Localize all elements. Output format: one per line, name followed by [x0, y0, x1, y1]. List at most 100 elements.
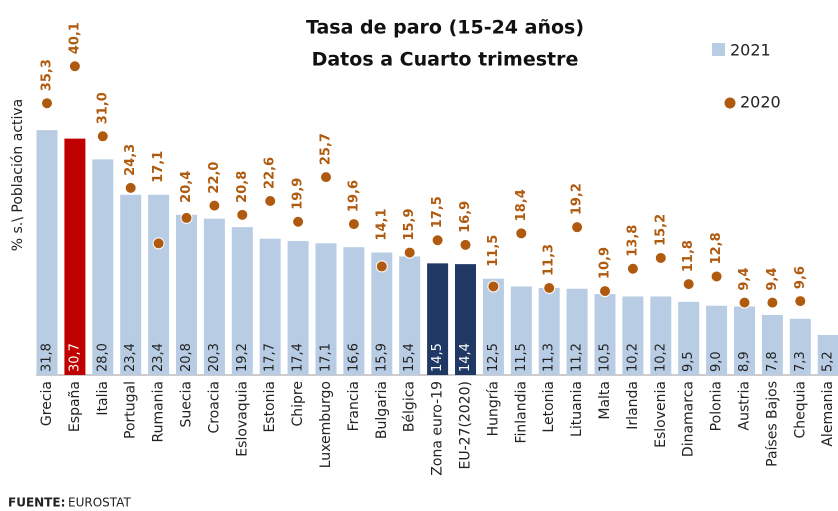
bar: [64, 138, 86, 375]
dot-value-label: 22,6: [263, 157, 278, 189]
bar-value-label: 11,5: [514, 343, 529, 372]
bar-value-label: 8,9: [737, 351, 752, 372]
bar: [455, 264, 476, 375]
bar-value-label: 14,5: [430, 343, 445, 372]
bar: [231, 227, 253, 375]
dot-value-label: 15,9: [402, 208, 417, 240]
dot-value-label: 10,9: [598, 247, 613, 279]
bar-value-label: 23,4: [151, 343, 166, 372]
x-tick-label: Estonia: [262, 381, 278, 433]
dot-value-label: 9,6: [793, 266, 808, 289]
x-tick-label: Austria: [737, 381, 753, 430]
dot-value-label: 19,9: [291, 178, 306, 210]
dot: [487, 280, 500, 293]
dot-value-label: 9,4: [765, 268, 780, 291]
x-tick-label: Luxemburgo: [318, 381, 334, 468]
x-tick-label: Zona euro-19: [430, 381, 446, 476]
bar-value-label: 10,2: [653, 343, 668, 372]
dot-value-label: 14,1: [374, 208, 389, 240]
x-tick-label: España: [67, 381, 83, 432]
dot-value-label: 11,5: [486, 235, 501, 267]
bar: [176, 214, 197, 375]
legend-swatch: [724, 97, 736, 109]
bar: [287, 241, 309, 375]
bar: [734, 306, 755, 375]
dot: [654, 251, 667, 264]
x-tick-label: Rumania: [151, 381, 167, 443]
bar-value-label: 9,5: [681, 351, 696, 372]
x-tick-label: Alemania: [820, 381, 836, 447]
bar: [371, 252, 393, 375]
dot-value-label: 35,3: [40, 59, 55, 91]
dot: [571, 221, 584, 234]
dot: [375, 260, 388, 273]
bar: [817, 334, 838, 375]
source-label: FUENTE:: [8, 496, 65, 510]
y-axis-label: % s.\ Población activa: [10, 99, 26, 252]
x-tick-label: Italia: [95, 381, 111, 416]
x-tick-label: Chipre: [290, 381, 306, 427]
dot: [96, 130, 109, 143]
dot: [180, 211, 193, 224]
dot: [543, 281, 556, 294]
bar: [594, 294, 616, 375]
bar-value-label: 10,2: [625, 343, 640, 372]
bar-value-label: 12,5: [486, 343, 501, 372]
bar: [650, 296, 672, 375]
bar-value-label: 17,7: [263, 343, 278, 372]
dot-value-label: 9,4: [737, 268, 752, 291]
bar-value-label: 17,4: [291, 343, 306, 372]
bar-value-label: 31,8: [40, 343, 55, 372]
bar: [789, 318, 811, 375]
bar-value-label: 11,2: [570, 343, 585, 372]
dot-value-label: 31,0: [95, 92, 110, 124]
dot-value-label: 19,6: [346, 180, 361, 212]
bar: [510, 286, 532, 375]
bar: [259, 238, 281, 375]
x-tick-label: EU-27(2020): [458, 381, 474, 470]
x-tick-label: Suecia: [179, 381, 195, 428]
bar-value-label: 7,3: [793, 351, 808, 372]
bar: [427, 263, 449, 375]
bar-value-label: 17,1: [319, 343, 334, 372]
bar-value-label: 14,4: [458, 343, 473, 372]
bar: [399, 256, 421, 375]
dot: [766, 296, 779, 309]
dot: [459, 238, 472, 251]
dot-value-label: 18,4: [514, 189, 529, 221]
x-tick-label: Francia: [346, 381, 362, 431]
bar-value-label: 20,8: [179, 343, 194, 372]
dot-value-label: 24,3: [123, 144, 138, 176]
bar-value-label: 10,5: [598, 343, 613, 372]
bar: [678, 301, 700, 375]
dot-value-label: 17,5: [430, 196, 445, 228]
bar: [706, 305, 728, 375]
dot: [41, 97, 53, 110]
dot-value-label: 16,9: [458, 201, 473, 233]
bar-value-label: 20,3: [207, 343, 222, 372]
dot-value-label: 19,2: [570, 183, 585, 215]
bar-value-label: 7,8: [765, 351, 780, 372]
x-tick-label: Países Bajos: [764, 381, 780, 467]
bar: [203, 218, 225, 375]
bar: [92, 159, 114, 375]
bar: [538, 287, 560, 375]
x-tick-label: Eslovaquia: [234, 381, 250, 457]
dot: [68, 60, 81, 73]
dot: [347, 218, 360, 231]
dot-value-label: 17,1: [151, 151, 166, 183]
dot-value-label: 12,8: [709, 232, 724, 264]
dot: [515, 227, 528, 240]
bar-value-label: 11,3: [542, 343, 557, 372]
x-tick-label: Bélgica: [402, 381, 418, 432]
bar-value-label: 15,4: [402, 343, 417, 372]
dot: [236, 208, 249, 221]
legend-swatch: [712, 43, 725, 56]
bar: [36, 130, 58, 375]
dot-value-label: 11,3: [542, 244, 557, 276]
dot: [738, 296, 751, 309]
dot: [320, 171, 332, 184]
bar: [148, 194, 170, 375]
dot: [794, 295, 807, 308]
